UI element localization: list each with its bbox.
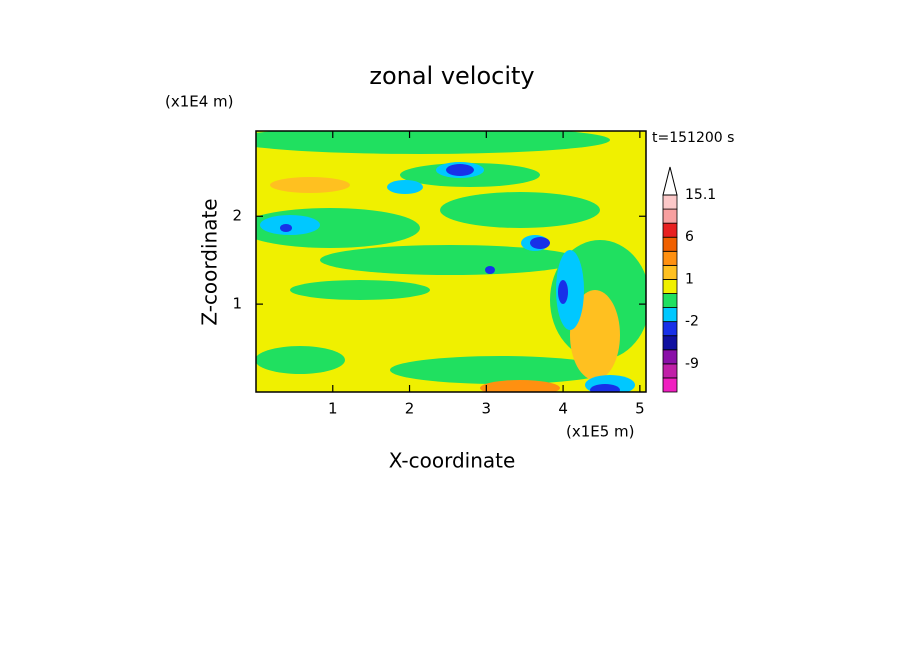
contour-patch <box>270 177 350 193</box>
y-unit: (x1E4 m) <box>165 93 234 111</box>
colorbar-band <box>662 264 678 280</box>
y-tick-label: 2 <box>232 207 242 225</box>
contour-patch <box>280 224 292 232</box>
colorbar-band <box>662 363 678 379</box>
colorbar-band <box>662 307 678 323</box>
plot-frame <box>255 130 647 393</box>
contour-patch <box>485 266 495 274</box>
colorbar-band <box>662 377 678 393</box>
colorbar-label: 6 <box>685 229 694 245</box>
colorbar-band <box>662 335 678 351</box>
contour-patch <box>530 237 550 249</box>
colorbar-band <box>662 208 678 224</box>
contour-patch <box>260 215 320 235</box>
colorbar-band <box>662 250 678 266</box>
x-tick-label: 4 <box>558 400 568 418</box>
x-axis-label: X-coordinate <box>389 449 516 473</box>
contour-patch <box>390 356 610 384</box>
chart-title: zonal velocity <box>369 62 534 90</box>
contour-patch <box>556 250 584 330</box>
colorbar-extension <box>662 166 678 196</box>
contour-patch <box>290 280 430 300</box>
colorbar-band <box>662 279 678 294</box>
colorbar-band <box>662 293 678 308</box>
contour-patch <box>440 192 600 228</box>
colorbar-label: -9 <box>685 356 699 372</box>
x-tick-label: 3 <box>482 400 492 418</box>
contour-patch <box>256 346 345 374</box>
colorbar-label: 1 <box>685 271 694 287</box>
y-tick-label: 1 <box>232 295 242 313</box>
contour-patch <box>256 131 610 154</box>
contour-patch <box>590 384 620 392</box>
contour-patch <box>446 164 474 176</box>
x-tick-label: 2 <box>405 400 415 418</box>
colorbar-band <box>662 222 678 238</box>
contour-field <box>256 131 646 392</box>
colorbar-label: 15.1 <box>685 187 716 203</box>
y-axis-label: Z-coordinate <box>198 198 222 325</box>
x-tick-label: 1 <box>328 400 338 418</box>
colorbar-label: -2 <box>685 314 699 330</box>
contour-patch <box>320 245 580 275</box>
x-unit: (x1E5 m) <box>566 423 635 441</box>
colorbar-band <box>662 194 678 210</box>
colorbar-band <box>662 321 678 337</box>
contour-patch <box>480 380 560 392</box>
time-annotation: t=151200 s <box>652 130 734 146</box>
contour-patch <box>570 290 620 380</box>
contour-patch <box>387 180 423 194</box>
colorbar-band <box>662 236 678 252</box>
colorbar-band <box>662 349 678 365</box>
x-tick-label: 5 <box>635 400 645 418</box>
contour-patch <box>558 280 568 304</box>
